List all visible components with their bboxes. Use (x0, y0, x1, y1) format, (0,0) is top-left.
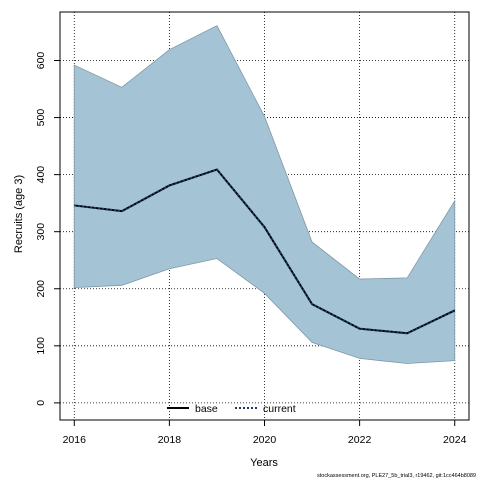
y-axis: 0 100 200 300 400 500 600 (35, 52, 60, 406)
x-axis-title: Years (250, 457, 278, 469)
series-lines (74, 168, 456, 335)
x-tick-label: 2020 (253, 434, 277, 446)
legend-label-base: base (195, 403, 218, 415)
y-tick-label: 200 (35, 280, 47, 298)
x-tick-label: 2022 (348, 434, 372, 446)
x-tick-label: 2018 (158, 434, 182, 446)
x-axis: 2016 2018 2020 2022 2024 (63, 420, 467, 446)
series-line-current (74, 168, 456, 335)
x-tick-label: 2024 (443, 434, 467, 446)
confidence-band (73, 25, 456, 364)
y-tick-label: 600 (35, 52, 47, 70)
y-tick-label: 500 (35, 109, 47, 127)
footer-note: stockassessment.org, PLE27_5b_trial3, r1… (317, 473, 476, 479)
y-tick-label: 100 (35, 337, 47, 355)
legend-label-current: current (263, 403, 296, 415)
y-tick-label: 400 (35, 166, 47, 184)
y-tick-label: 300 (35, 223, 47, 241)
y-tick-label: 0 (35, 400, 47, 406)
legend: base current (167, 403, 296, 415)
x-tick-label: 2016 (63, 434, 87, 446)
y-axis-title: Recruits (age 3) (13, 175, 25, 253)
